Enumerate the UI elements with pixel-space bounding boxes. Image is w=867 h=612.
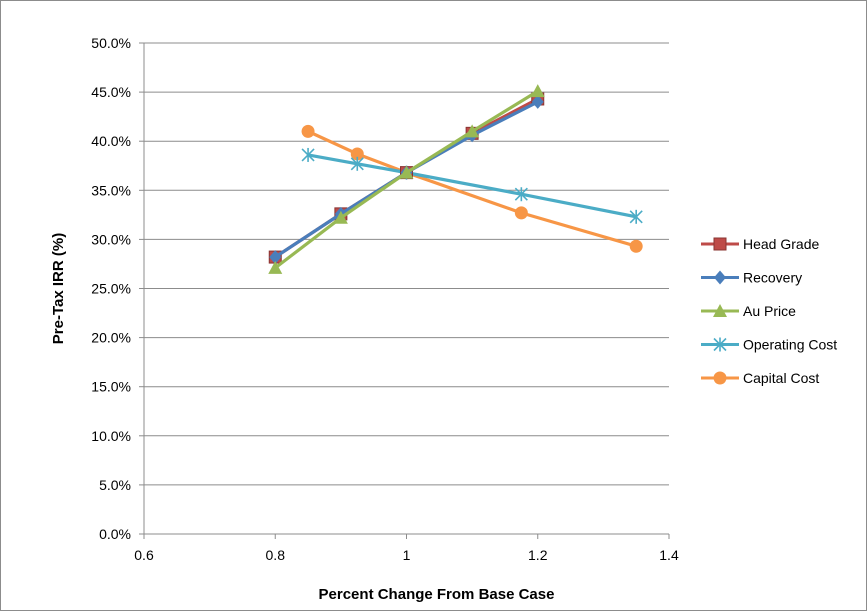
data-point-star (514, 187, 528, 202)
data-point-star (713, 337, 727, 352)
x-tick-label: 0.8 (266, 547, 286, 563)
x-tick-label: 1 (403, 547, 411, 563)
legend-label: Head Grade (743, 236, 819, 252)
y-tick-label: 10.0% (91, 428, 131, 444)
x-axis-title: Percent Change From Base Case (319, 586, 555, 603)
legend-item-recovery: Recovery (701, 270, 802, 286)
data-point-star (350, 156, 364, 171)
y-tick-labels: 0.0% 5.0% 10.0% 15.0% 20.0% 25.0% 30.0% 35.0% 40… (91, 35, 131, 542)
data-point-circle (350, 147, 364, 161)
y-tick-label: 45.0% (91, 84, 131, 100)
gridlines (144, 42, 669, 486)
y-tick-label: 15.0% (91, 379, 131, 395)
data-point-triangle (268, 260, 283, 274)
y-tick-label: 30.0% (91, 231, 131, 247)
x-tick-label: 0.6 (134, 547, 154, 563)
data-point-star (629, 209, 643, 224)
series-group (268, 84, 643, 274)
data-point-circle (514, 206, 528, 220)
legend-item-au-price: Au Price (701, 303, 796, 319)
legend-item-capital-cost: Capital Cost (701, 370, 819, 386)
data-point-square (713, 237, 727, 251)
y-tick-label: 50.0% (91, 35, 131, 51)
y-tick-label: 40.0% (91, 133, 131, 149)
data-point-diamond (531, 94, 544, 109)
legend-label: Au Price (743, 303, 796, 319)
legend: Head Grade Recovery Au Price Operating Cost… (701, 236, 837, 386)
y-tick-label: 5.0% (99, 477, 131, 493)
x-tick-labels: 0.6 0.8 1 1.2 1.4 (134, 547, 679, 563)
x-tick-label: 1.4 (659, 547, 679, 563)
y-axis-title: Pre-Tax IRR (%) (50, 233, 67, 344)
data-point-star (301, 147, 315, 162)
legend-item-head-grade: Head Grade (701, 236, 819, 252)
x-tick-label: 1.2 (528, 547, 548, 563)
legend-item-operating-cost: Operating Cost (701, 337, 837, 353)
data-point-triangle (713, 304, 727, 317)
data-point-diamond (269, 250, 282, 265)
legend-label: Capital Cost (743, 370, 819, 386)
data-point-triangle (399, 165, 414, 179)
data-point-triangle (530, 84, 545, 98)
axes (139, 42, 670, 539)
data-point-circle (629, 239, 643, 253)
y-tick-label: 25.0% (91, 281, 131, 297)
y-tick-label: 35.0% (91, 182, 131, 198)
data-point-circle (301, 124, 315, 138)
legend-label: Recovery (743, 270, 802, 286)
data-point-diamond (714, 270, 726, 285)
y-tick-label: 0.0% (99, 526, 131, 542)
y-tick-label: 20.0% (91, 330, 131, 346)
data-point-triangle (465, 124, 480, 138)
data-point-triangle (333, 210, 348, 224)
legend-label: Operating Cost (743, 337, 837, 353)
data-point-circle (713, 371, 727, 385)
